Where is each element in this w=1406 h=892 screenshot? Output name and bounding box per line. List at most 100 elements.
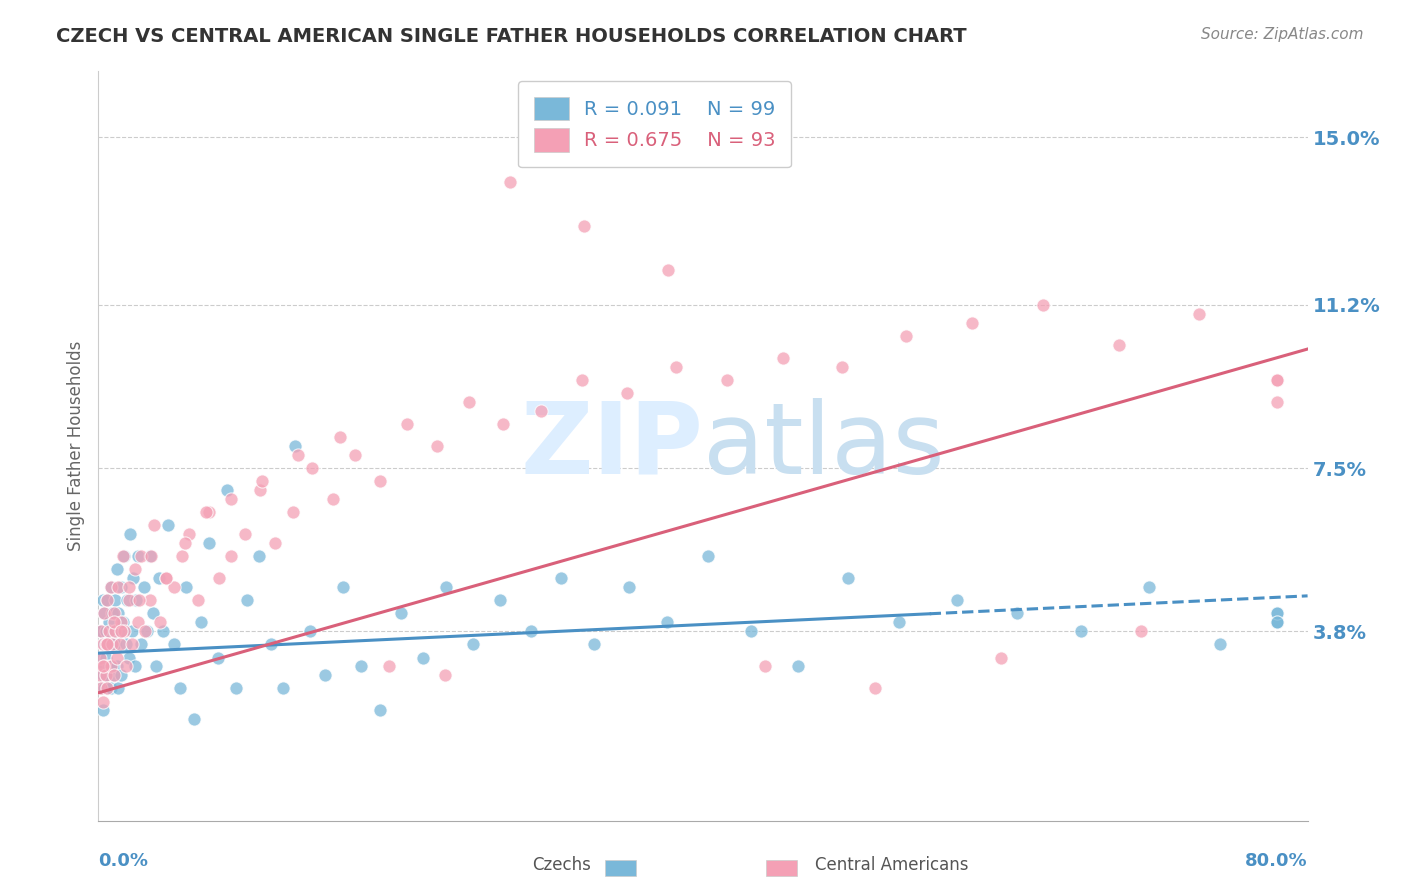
- Point: [98, 659, 121, 673]
- Point: [287, 448, 309, 462]
- Point: [571, 373, 593, 387]
- Point: [169, 681, 191, 696]
- Point: [329, 430, 352, 444]
- Point: [235, 593, 257, 607]
- Point: [112, 624, 135, 639]
- Point: [139, 593, 162, 607]
- Point: [152, 624, 174, 639]
- Point: [112, 549, 135, 564]
- Point: [1130, 624, 1153, 639]
- Point: [260, 637, 283, 651]
- Point: [96, 681, 118, 696]
- Point: [120, 527, 142, 541]
- Point: [93, 659, 115, 673]
- Point: [225, 681, 247, 696]
- Point: [94, 668, 117, 682]
- Legend: R = 0.091    N = 99, R = 0.675    N = 93: R = 0.091 N = 99, R = 0.675 N = 93: [517, 81, 792, 168]
- Point: [322, 491, 344, 506]
- Point: [114, 637, 136, 651]
- Point: [125, 593, 148, 607]
- Point: [284, 439, 307, 453]
- Point: [96, 637, 118, 651]
- Point: [754, 659, 776, 673]
- Point: [94, 650, 117, 665]
- Point: [93, 681, 115, 696]
- Text: Czechs: Czechs: [531, 856, 591, 874]
- Point: [283, 505, 305, 519]
- Y-axis label: Single Father Households: Single Father Households: [66, 341, 84, 551]
- Point: [368, 703, 391, 717]
- Point: [426, 439, 449, 453]
- Point: [716, 373, 738, 387]
- Point: [110, 615, 132, 630]
- Point: [187, 593, 209, 607]
- Point: [90, 624, 112, 639]
- Point: [221, 491, 243, 506]
- Point: [91, 668, 114, 682]
- Point: [990, 650, 1012, 665]
- Point: [207, 650, 229, 665]
- Point: [215, 483, 238, 497]
- Point: [91, 593, 114, 607]
- Point: [110, 624, 132, 639]
- Point: [572, 219, 595, 233]
- Point: [128, 593, 150, 607]
- Point: [101, 607, 124, 621]
- Point: [148, 571, 170, 585]
- Point: [105, 562, 128, 576]
- Point: [1188, 307, 1211, 321]
- Point: [221, 549, 243, 564]
- Point: [657, 262, 679, 277]
- Point: [264, 536, 287, 550]
- Point: [250, 475, 273, 489]
- Point: [94, 668, 117, 682]
- Point: [831, 359, 853, 374]
- Point: [395, 417, 418, 431]
- Point: [121, 637, 143, 651]
- Point: [107, 681, 129, 696]
- Point: [1267, 615, 1289, 630]
- Point: [129, 549, 152, 564]
- Point: [787, 659, 810, 673]
- Point: [179, 527, 201, 541]
- Point: [772, 351, 794, 365]
- Point: [105, 659, 128, 673]
- Point: [103, 615, 125, 630]
- Point: [98, 615, 121, 630]
- Point: [350, 659, 373, 673]
- Point: [100, 681, 122, 696]
- Point: [233, 527, 256, 541]
- Point: [129, 637, 152, 651]
- Point: [94, 624, 117, 639]
- Point: [124, 659, 146, 673]
- Point: [894, 328, 917, 343]
- Point: [143, 518, 166, 533]
- Point: [170, 549, 193, 564]
- Point: [208, 571, 231, 585]
- Point: [156, 518, 179, 533]
- Point: [389, 607, 412, 621]
- Point: [550, 571, 572, 585]
- Point: [1267, 373, 1289, 387]
- Point: [103, 668, 125, 682]
- Text: Source: ZipAtlas.com: Source: ZipAtlas.com: [1201, 27, 1364, 42]
- Point: [104, 637, 127, 651]
- Point: [108, 637, 131, 651]
- Point: [190, 615, 212, 630]
- Point: [103, 607, 125, 621]
- Point: [1108, 337, 1130, 351]
- Point: [583, 637, 606, 651]
- Point: [108, 624, 131, 639]
- Text: atlas: atlas: [703, 398, 945, 494]
- Point: [104, 593, 127, 607]
- Point: [90, 681, 112, 696]
- Point: [142, 607, 165, 621]
- Point: [665, 359, 688, 374]
- Point: [103, 624, 125, 639]
- Point: [98, 624, 121, 639]
- Point: [616, 386, 638, 401]
- Point: [489, 593, 512, 607]
- Point: [100, 659, 122, 673]
- Point: [344, 448, 367, 462]
- Point: [1137, 580, 1160, 594]
